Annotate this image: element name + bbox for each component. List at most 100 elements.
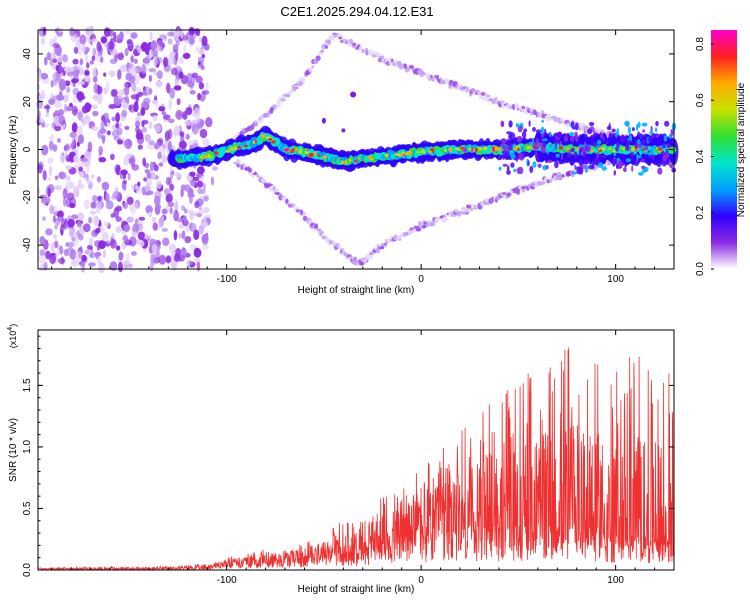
noise-speck: [95, 227, 101, 234]
ridge-speck: [574, 131, 578, 137]
ridge-peak: [558, 145, 564, 150]
noise-speck: [102, 249, 106, 259]
noise-speck: [83, 223, 91, 233]
ridge-speck: [613, 152, 617, 157]
colorbar-gradient: [711, 30, 737, 269]
noise-speck: [88, 262, 96, 267]
ridge-speck: [641, 139, 646, 146]
ridge-speck: [583, 151, 587, 157]
colorbar-ticks: 0.0 0.2 0.4 0.6 0.8: [695, 37, 714, 276]
ridge-speck: [532, 161, 537, 168]
ridge-speck: [565, 171, 571, 177]
branch-speck: [242, 163, 245, 166]
branch-speck: [512, 106, 515, 110]
noise-speck: [106, 239, 111, 244]
noise-speck: [137, 144, 143, 150]
noise-speck: [183, 208, 188, 214]
ridge-peak: [261, 133, 266, 139]
noise-speck: [49, 58, 54, 67]
noise-speck: [91, 125, 99, 132]
noise-speck: [103, 72, 107, 77]
ridge-peak: [237, 146, 240, 150]
noise-speck: [111, 116, 116, 122]
ridge-peak: [317, 154, 321, 157]
ridge-speck: [532, 137, 535, 144]
svg-text:(x104): (x104): [7, 324, 18, 348]
noise-speck: [54, 110, 60, 115]
noise-speck: [52, 144, 58, 152]
noise-speck: [80, 254, 87, 262]
noise-speck: [173, 85, 182, 91]
noise-speck: [135, 99, 139, 105]
noise-speck: [131, 164, 140, 171]
ridge-speck: [546, 147, 549, 155]
branch-speck: [375, 248, 381, 254]
ridge-speck: [583, 141, 587, 145]
ridge-speck: [598, 162, 604, 168]
noise-speck: [97, 256, 101, 265]
ridge-peak: [427, 150, 433, 153]
ridge-peak: [526, 145, 532, 150]
branch-speck: [406, 67, 410, 71]
noise-speck: [188, 222, 197, 232]
ridge-peak: [284, 148, 290, 152]
branch-speck: [365, 253, 371, 260]
snr-frame: [37, 329, 675, 571]
noise-speck: [41, 144, 49, 156]
noise-speck: [149, 31, 153, 41]
noise-speck: [201, 221, 209, 228]
noise-speck: [198, 224, 204, 235]
noise-speck: [42, 170, 47, 181]
ridge-speck: [502, 163, 508, 167]
noise-speck: [187, 209, 190, 214]
noise-speck: [124, 29, 131, 35]
ridge-peak: [370, 157, 374, 161]
noise-speck: [127, 172, 131, 181]
noise-speck: [93, 215, 100, 226]
ridge-peak: [463, 148, 467, 152]
ridge-speck: [535, 129, 542, 133]
noise-speck: [100, 36, 108, 44]
noise-speck: [161, 156, 168, 163]
ridge-speck: [549, 131, 552, 137]
noise-speck: [93, 83, 99, 94]
noise-speck: [72, 77, 76, 88]
noise-speck: [79, 171, 84, 178]
noise-speck: [189, 38, 195, 45]
noise-speck: [176, 217, 184, 223]
ridge-speck: [593, 132, 597, 137]
ridge-peak: [655, 147, 659, 150]
noise-speck: [115, 112, 120, 123]
ridge-peak: [367, 155, 372, 159]
noise-speck: [126, 153, 132, 159]
branch-speck: [329, 35, 336, 41]
noise-speck: [52, 42, 60, 49]
spectrogram-panel: -100 0 100 -40 -20 0 20 40 Height of straight …: [8, 25, 679, 296]
noise-speck: [169, 166, 173, 173]
ridge-speck: [517, 166, 524, 175]
branch-speck: [311, 65, 315, 69]
noise-speck: [94, 240, 102, 248]
branch-speck: [268, 183, 273, 187]
ridge-speck: [611, 158, 618, 164]
noise-speck: [199, 128, 208, 139]
ridge-speck: [513, 168, 517, 172]
noise-speck: [95, 203, 102, 214]
isolated-blob: [321, 117, 326, 124]
branch-speck: [521, 189, 526, 193]
noise-speck: [60, 220, 66, 229]
branch-speck: [388, 62, 393, 66]
ridge-speck: [574, 122, 579, 131]
noise-speck: [152, 222, 158, 231]
noise-speck: [68, 228, 75, 238]
noise-speck: [111, 89, 118, 97]
noise-speck: [98, 146, 103, 156]
noise-speck: [159, 34, 167, 40]
branch-speck: [256, 174, 260, 178]
noise-speck: [123, 260, 131, 266]
noise-speck: [143, 247, 147, 253]
ridge-speck: [660, 151, 665, 156]
noise-speck: [73, 46, 79, 54]
noise-speck: [138, 216, 146, 221]
branch-speck: [532, 109, 537, 116]
